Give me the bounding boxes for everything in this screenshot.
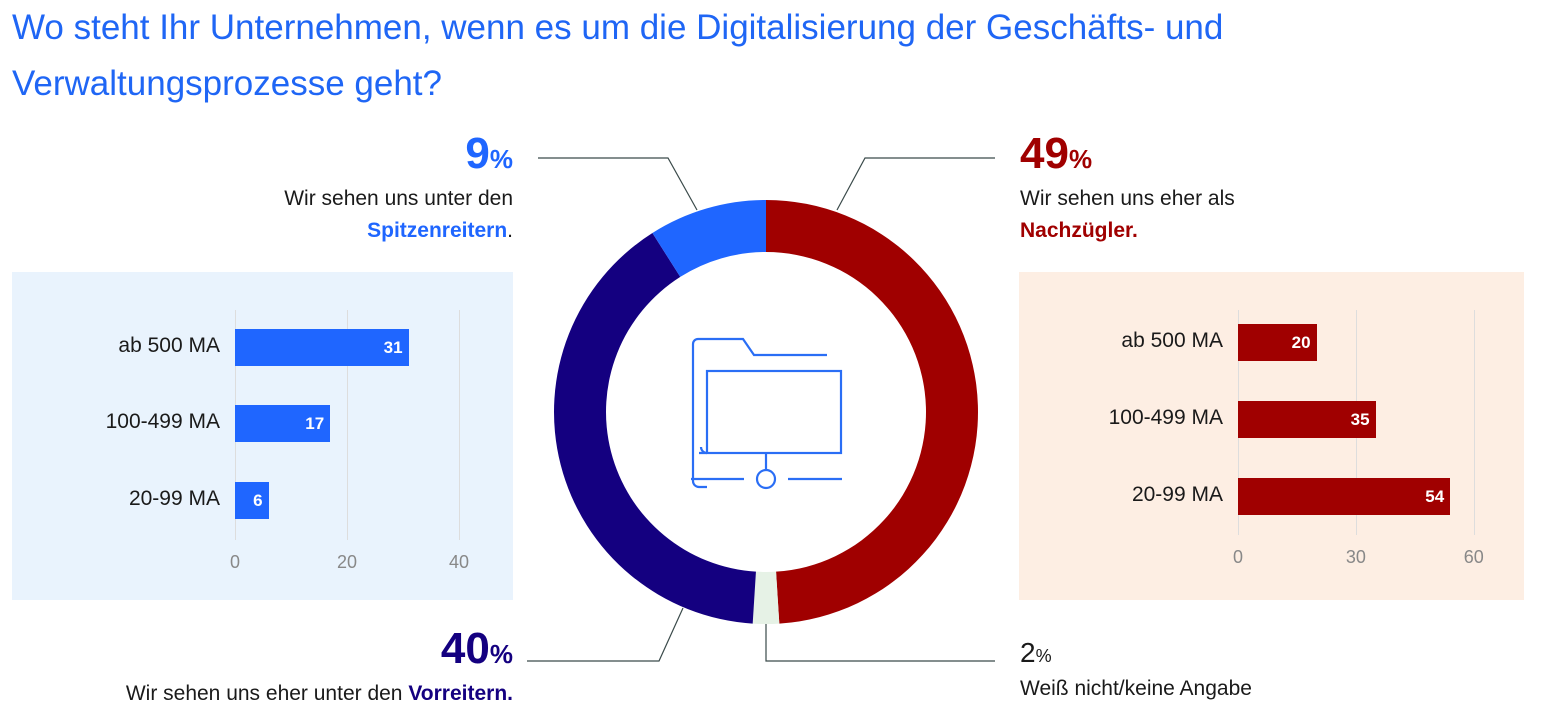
pct-unit: %: [489, 144, 513, 174]
label-nachzuegler: 49% Wir sehen uns eher als Nachzügler.: [1020, 130, 1235, 247]
bar: 54: [1238, 478, 1451, 515]
bar-value-label: 35: [1350, 410, 1370, 429]
page-title: Wo steht Ihr Unternehmen, wenn es um die…: [12, 8, 1224, 103]
x-tick-label: 0: [1232, 547, 1243, 567]
label-highlight: Vorreitern.: [408, 682, 513, 705]
category-label: 20-99 MA: [1131, 483, 1223, 506]
pct-unit: %: [1035, 646, 1052, 666]
category-label: 100-499 MA: [105, 410, 220, 433]
bar: 35: [1238, 401, 1376, 438]
label-highlight: Nachzügler.: [1020, 219, 1138, 242]
x-tick-label: 40: [448, 552, 470, 572]
pct-value: 2: [1020, 637, 1036, 668]
category-label: 20-99 MA: [128, 487, 220, 510]
category-label: ab 500 MA: [1121, 329, 1223, 352]
x-tick-label: 30: [1345, 547, 1366, 567]
leader-line-vorreiter: [527, 607, 684, 662]
bar-chart-spitzen: 0 20 40 ab 500 MA 31 100-499 MA 17 20-99 MA 6: [12, 272, 513, 600]
label-suffix: .: [507, 219, 513, 242]
category-label: 100-499 MA: [1108, 406, 1223, 429]
donut-slice-unknown: [752, 571, 780, 624]
pct-unit: %: [1068, 144, 1093, 174]
bar: 20: [1238, 324, 1317, 361]
pct-unit: %: [489, 639, 513, 669]
pct-value: 49: [1020, 129, 1069, 178]
gridline: [347, 310, 348, 540]
bar-value-label: 54: [1425, 487, 1445, 506]
pct-value: 40: [440, 624, 490, 673]
label-text: Wir sehen uns eher als: [1020, 187, 1235, 210]
category-label: ab 500 MA: [118, 334, 220, 357]
x-tick-label: 60: [1463, 547, 1484, 567]
x-tick-label: 20: [336, 552, 358, 572]
bar-chart-nachzuegler: 0 30 60 ab 500 MA 20 100-499 MA 35 20-99 MA 54: [1019, 272, 1524, 600]
pct-value: 9: [465, 129, 490, 178]
leader-line-spitzen: [538, 157, 698, 211]
bar: 31: [235, 329, 409, 366]
gridline: [459, 310, 460, 540]
bar: 17: [235, 405, 331, 442]
bar: 6: [235, 482, 269, 519]
bar-value-label: 31: [383, 338, 403, 357]
label-unknown: 2% Weiß nicht/keine Angabe: [1020, 636, 1252, 705]
label-text: Weiß nicht/keine Angabe: [1020, 677, 1252, 700]
donut-slice-vorreiter: [554, 233, 756, 624]
leader-line-unknown: [765, 624, 995, 662]
donut-slice-spitzen: [652, 200, 766, 277]
bar-value-label: 20: [1291, 333, 1311, 352]
donut-slice-nachzuegler: [766, 200, 978, 624]
x-tick-label: 0: [229, 552, 240, 572]
bar-value-label: 6: [253, 491, 263, 510]
gridline: [1473, 310, 1475, 535]
bar-value-label: 17: [305, 414, 325, 433]
label-text: Wir sehen uns eher unter den: [125, 682, 403, 705]
label-spitzen: 9% Wir sehen uns unter den Spitzenreiter…: [284, 130, 513, 247]
label-highlight: Spitzenreitern: [367, 219, 508, 242]
label-text: Wir sehen uns unter den: [284, 187, 513, 210]
folder-network-icon: [691, 337, 843, 490]
label-vorreiter: 40% Wir sehen uns eher unter den Vorreit…: [126, 625, 513, 710]
leader-line-nachzuegler: [836, 157, 995, 211]
